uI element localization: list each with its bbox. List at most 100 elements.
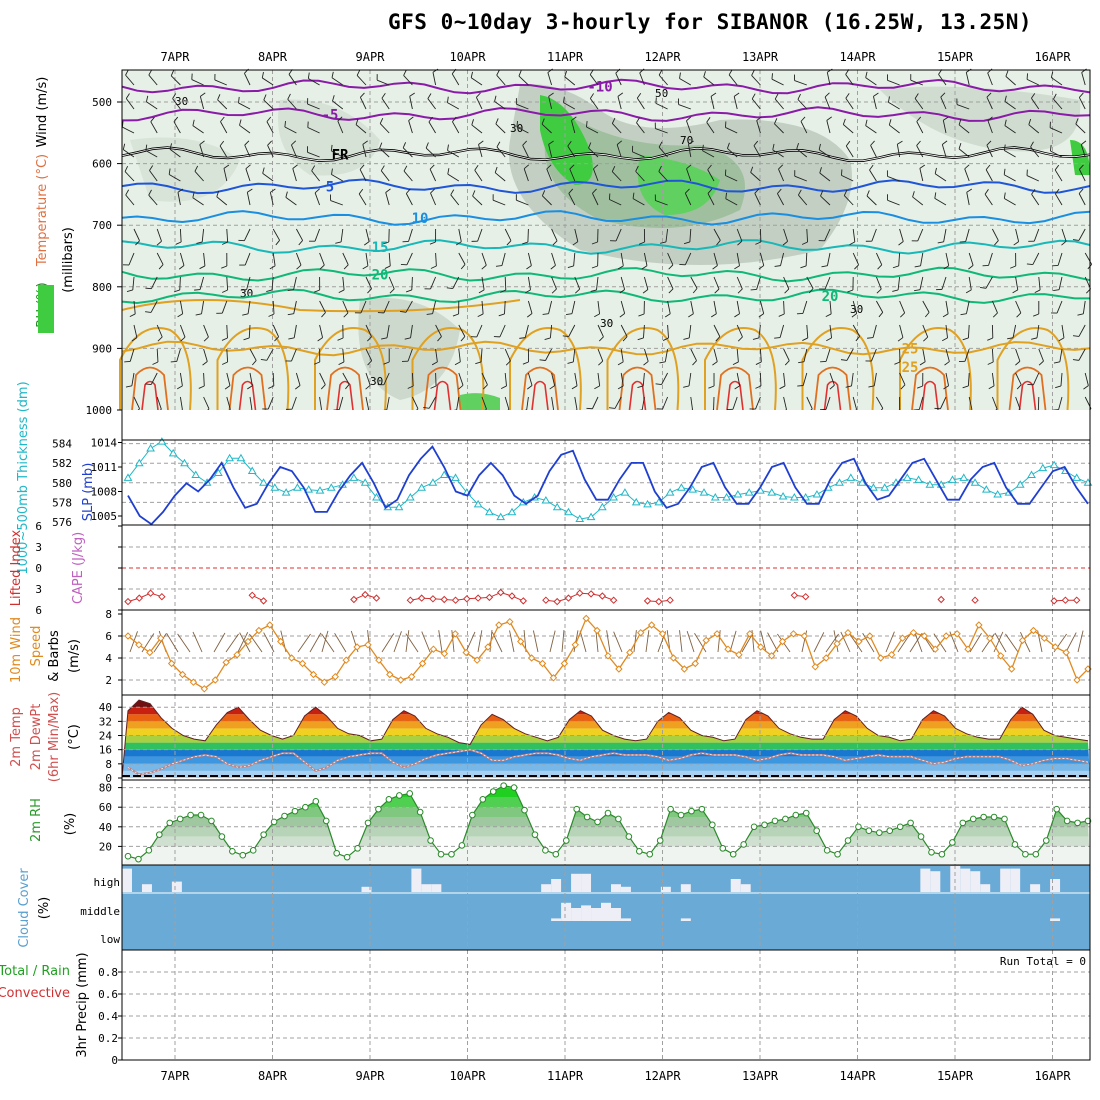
- wind-barb: [876, 300, 884, 313]
- wind-speed-point: [811, 663, 819, 671]
- temperature-contour: [141, 380, 159, 411]
- wind-barb: [759, 300, 765, 314]
- thickness-point: [213, 468, 223, 476]
- wind-barb: [826, 72, 831, 86]
- wind-barb: [408, 228, 413, 242]
- wind-barb: [873, 96, 877, 110]
- wind-speed-point: [244, 637, 252, 646]
- wind-barb: [1059, 348, 1063, 362]
- wind-barb: [222, 241, 228, 245]
- wind-barb: [567, 145, 576, 158]
- wind-barb: [296, 264, 302, 270]
- cloud-axis-label: (%): [37, 897, 52, 920]
- rh-point: [823, 847, 831, 854]
- wind-barb: [869, 169, 877, 182]
- wind-barb: [423, 407, 430, 409]
- thickness-point: [157, 437, 167, 445]
- wind-speed-point: [800, 632, 809, 640]
- wind-barb: [1080, 144, 1086, 158]
- wind-ytick-label: 8: [105, 608, 112, 621]
- wind-speed-point: [167, 659, 176, 668]
- wind-barb: [1054, 193, 1063, 206]
- rh-point: [333, 849, 340, 857]
- rh-point: [886, 827, 894, 835]
- wind-barb: [340, 228, 344, 242]
- wind-barb: [659, 361, 666, 364]
- temp-ytick-label: 0: [105, 772, 112, 785]
- wind-barb: [338, 396, 344, 410]
- wind-barb: [243, 337, 250, 341]
- wind-barb: [968, 265, 974, 270]
- rh-point: [782, 815, 789, 823]
- temperature-contour: [1008, 366, 1047, 411]
- wind-barb: [588, 142, 592, 149]
- wind-barb: [516, 126, 529, 134]
- wind-barb: [968, 276, 972, 290]
- lifted-index-point: [146, 589, 155, 597]
- wind-barb: [636, 97, 645, 110]
- rh-point: [521, 806, 528, 814]
- thickness-ytick-label: 578: [52, 496, 72, 509]
- wind-barb: [825, 313, 832, 318]
- temperature-contour: [121, 78, 1091, 95]
- thickness-point: [180, 458, 189, 467]
- wind-barb: [1010, 265, 1016, 269]
- wind-barb: [474, 165, 479, 171]
- thickness-point: [869, 483, 878, 491]
- rh-region: [880, 86, 1081, 152]
- wind-barb: [877, 264, 883, 270]
- cloud-bar-high: [361, 886, 372, 892]
- wind-barb: [829, 324, 833, 338]
- wind-speed-point: [353, 643, 361, 651]
- date-label-bottom: 16APR: [1034, 1069, 1071, 1083]
- wind-barb: [964, 348, 970, 362]
- rh-axis-label: 2m RH: [29, 798, 44, 842]
- wind-speed-point: [397, 676, 405, 684]
- wind-barb: [638, 313, 645, 317]
- wind-barb: [694, 633, 707, 653]
- upper-air-ytick-label: 500: [92, 96, 112, 109]
- wind-barb: [509, 630, 515, 653]
- wind-barb: [897, 633, 911, 653]
- wind-barb: [987, 361, 994, 365]
- wind-barb: [568, 324, 576, 337]
- wind-barb: [589, 93, 594, 99]
- wind-barb: [166, 632, 179, 653]
- wind-barb: [1077, 630, 1084, 653]
- rh-contour-label: 30: [600, 317, 613, 330]
- lifted-index-point: [564, 594, 573, 602]
- wind-barb: [662, 337, 669, 341]
- wind-barb: [334, 632, 347, 653]
- wind-barb: [429, 241, 436, 245]
- thickness-point: [846, 473, 856, 481]
- wind-speed-point: [375, 656, 383, 664]
- wind-speed-point: [451, 630, 459, 638]
- rh-contour-label: 70: [680, 134, 693, 147]
- wind-barb: [725, 127, 738, 134]
- wind-barb: [145, 287, 152, 290]
- wind-barb: [365, 372, 371, 386]
- wind-barb: [987, 337, 993, 341]
- wind-barb: [179, 252, 185, 266]
- date-label-bottom: 10APR: [449, 1069, 486, 1083]
- lifted-index-point: [429, 595, 437, 603]
- wind-speed-point: [277, 637, 285, 646]
- wind-speed-point: [560, 659, 569, 668]
- wind-barb: [1075, 123, 1086, 134]
- wind-barb: [122, 126, 135, 134]
- wind-speed-point: [200, 685, 209, 693]
- wind-barb: [226, 348, 229, 363]
- date-label-top: 13APR: [742, 50, 779, 64]
- wind-barb: [271, 276, 274, 290]
- thickness-point: [293, 483, 302, 491]
- wind-barb: [796, 142, 800, 149]
- thickness-point: [247, 466, 257, 475]
- wind-barb: [180, 336, 186, 342]
- precip-ytick-label: 0.2: [98, 1032, 118, 1045]
- rh-point: [1011, 841, 1019, 848]
- wind-barb: [337, 116, 343, 122]
- rh-contour-label: 30: [510, 122, 523, 135]
- wind-barb: [595, 630, 599, 653]
- wind-barb: [409, 96, 413, 110]
- wind-barb: [407, 348, 413, 362]
